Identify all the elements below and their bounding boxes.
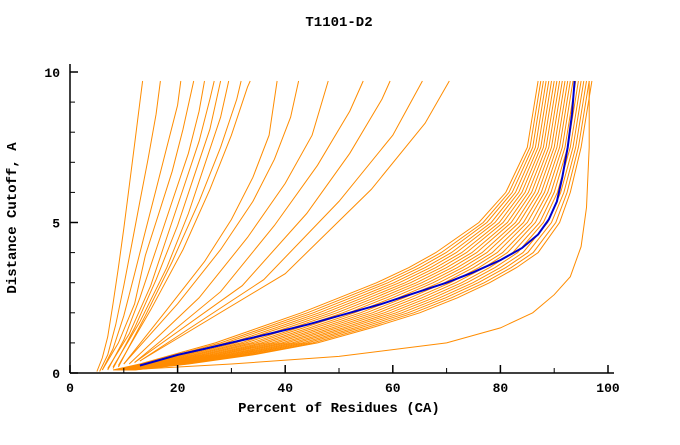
model-curve (129, 80, 579, 371)
x-tick-label: 0 (66, 381, 74, 396)
model-curve (121, 80, 561, 371)
highlight-curve (139, 80, 576, 367)
model-curve (123, 80, 566, 371)
x-tick-label: 60 (385, 381, 401, 396)
y-axis-label: Distance Cutoff, A (5, 142, 21, 294)
model-curve (126, 80, 574, 371)
model-curve (101, 80, 182, 371)
model-curve (139, 80, 450, 362)
axes-layer: 0 20 40 60 80 100 0 5 10 (44, 64, 620, 396)
model-curve (123, 80, 300, 365)
model-curve (134, 80, 391, 363)
model-curve (119, 80, 555, 371)
model-curve (117, 80, 550, 371)
model-curve (96, 80, 144, 372)
x-axis-label: Percent of Residues (CA) (238, 401, 440, 417)
model-curve (112, 80, 230, 368)
model-curve (130, 80, 582, 371)
model-curve (99, 80, 161, 372)
model-curve (112, 80, 539, 371)
model-curve (132, 80, 587, 371)
model-curve (120, 80, 558, 371)
model-curve (116, 80, 547, 371)
model-curve (117, 80, 242, 368)
chart-title: T1101-D2 (305, 15, 372, 31)
x-tick-label: 40 (277, 381, 293, 396)
y-tick-label: 5 (52, 217, 60, 232)
model-curve (122, 80, 563, 371)
model-curve (117, 80, 251, 366)
y-tick-label: 10 (44, 66, 60, 81)
model-curve (118, 80, 552, 371)
model-curve (133, 80, 590, 371)
model-curve (101, 80, 195, 371)
x-tick-label: 100 (596, 381, 620, 396)
x-tick-label: 20 (170, 381, 186, 396)
x-tick-label: 80 (493, 381, 509, 396)
model-curve (128, 80, 329, 365)
model-curve (134, 80, 364, 363)
y-tick-label: 0 (52, 367, 60, 382)
model-curve (123, 81, 590, 371)
model-curve (107, 80, 205, 371)
model-curve (123, 80, 278, 365)
axis-lines (69, 64, 614, 374)
model-curve (112, 80, 222, 369)
model-curve (128, 80, 577, 371)
model-curve (134, 80, 593, 371)
model-curve (107, 80, 215, 369)
model-curve (125, 80, 571, 371)
curves-layer (96, 80, 593, 372)
model-curve (139, 80, 423, 362)
